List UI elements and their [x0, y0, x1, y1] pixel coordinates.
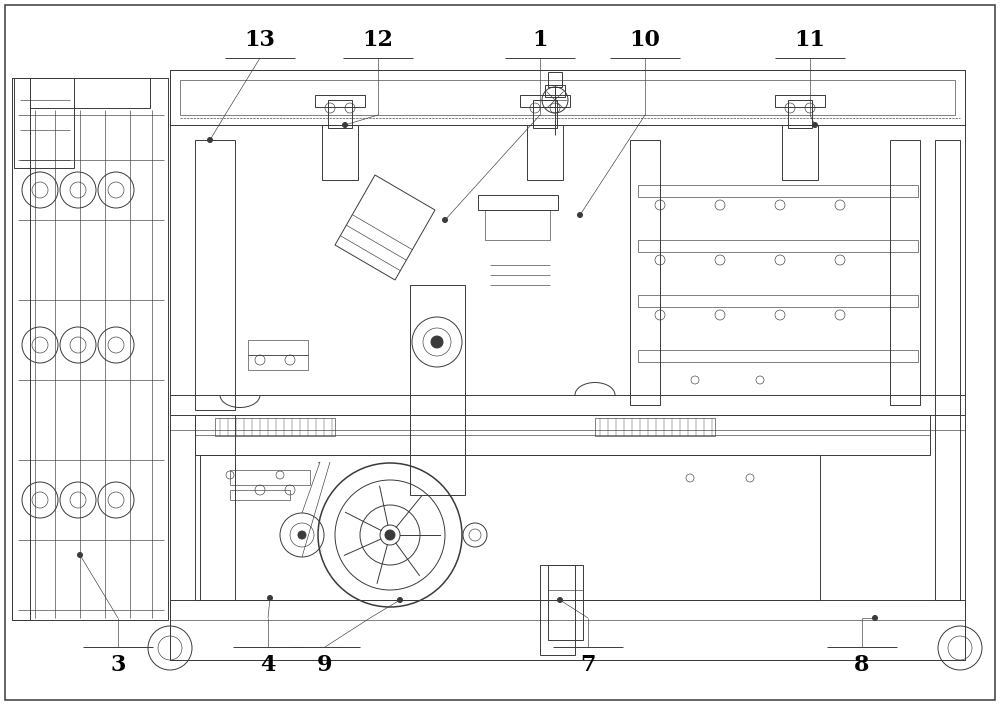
Bar: [180, 80, 955, 115]
Circle shape: [78, 553, 82, 558]
Bar: [775, 95, 825, 107]
Bar: [520, 95, 570, 107]
Bar: [595, 418, 715, 436]
Bar: [630, 140, 660, 405]
Circle shape: [431, 336, 443, 348]
Bar: [638, 350, 918, 362]
Bar: [890, 140, 920, 405]
Bar: [548, 565, 583, 640]
Text: 11: 11: [794, 29, 826, 51]
Circle shape: [442, 218, 448, 223]
Circle shape: [385, 530, 395, 540]
Bar: [638, 295, 918, 307]
Text: 3: 3: [110, 654, 126, 676]
Bar: [315, 95, 365, 107]
Bar: [410, 285, 465, 495]
Bar: [935, 140, 960, 600]
Bar: [322, 125, 358, 180]
Bar: [12, 78, 168, 620]
Text: 1: 1: [532, 29, 548, 51]
Bar: [195, 140, 235, 410]
Bar: [248, 355, 308, 370]
Bar: [248, 340, 308, 355]
Text: 12: 12: [362, 29, 394, 51]
Circle shape: [342, 123, 348, 128]
Text: 10: 10: [630, 29, 660, 51]
Bar: [548, 72, 562, 87]
Bar: [195, 415, 930, 455]
Text: 13: 13: [245, 29, 275, 51]
Bar: [14, 78, 74, 168]
Bar: [545, 85, 565, 97]
Bar: [638, 185, 918, 197]
Bar: [12, 78, 30, 620]
Bar: [170, 70, 965, 125]
Bar: [200, 455, 820, 600]
Circle shape: [268, 596, 272, 601]
Circle shape: [812, 123, 818, 128]
Circle shape: [578, 212, 582, 218]
Text: 7: 7: [580, 654, 596, 676]
Circle shape: [208, 137, 212, 142]
Bar: [485, 210, 550, 240]
Text: 8: 8: [854, 654, 870, 676]
Bar: [328, 100, 352, 128]
Bar: [540, 565, 575, 655]
Bar: [195, 415, 235, 600]
Circle shape: [398, 598, 402, 603]
Bar: [170, 70, 965, 660]
Bar: [170, 600, 965, 660]
Bar: [478, 195, 558, 210]
Text: 4: 4: [260, 654, 276, 676]
Circle shape: [558, 598, 562, 603]
Bar: [788, 100, 812, 128]
Bar: [638, 240, 918, 252]
Bar: [527, 125, 563, 180]
Circle shape: [872, 615, 878, 620]
Bar: [230, 470, 310, 485]
Circle shape: [298, 531, 306, 539]
Text: 9: 9: [317, 654, 333, 676]
Bar: [30, 78, 150, 108]
Bar: [215, 418, 335, 436]
Bar: [782, 125, 818, 180]
Bar: [230, 490, 290, 500]
Bar: [533, 100, 557, 128]
